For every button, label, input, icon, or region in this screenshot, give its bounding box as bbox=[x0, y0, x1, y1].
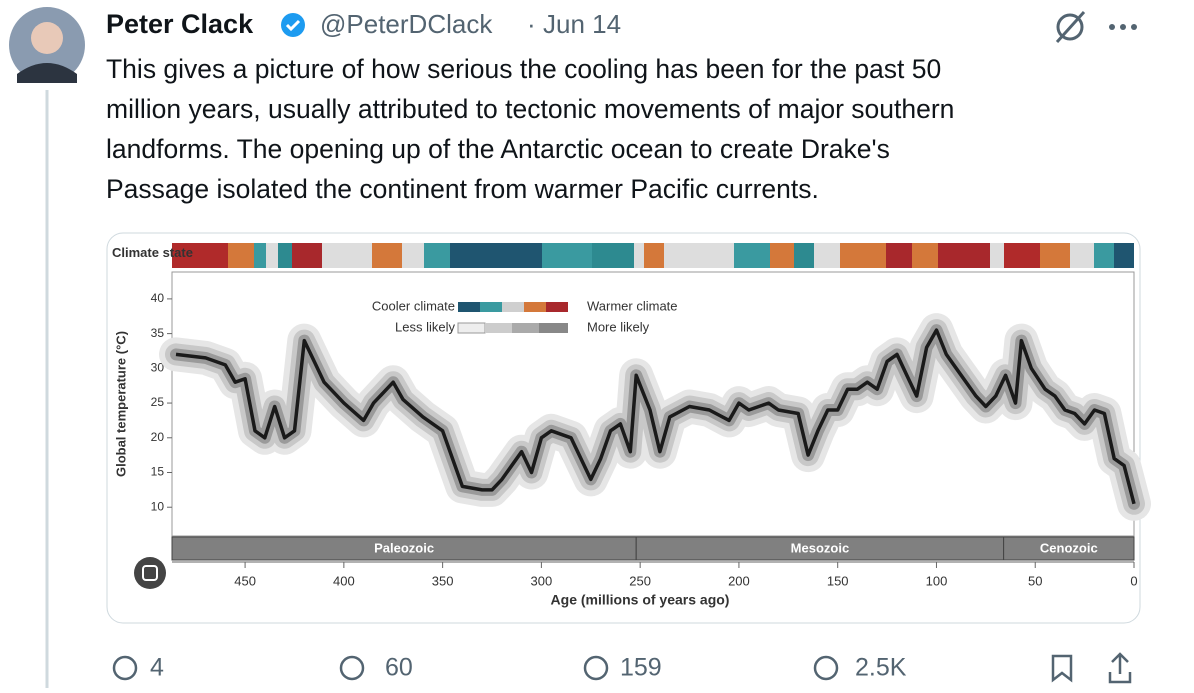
x-axis-label: Age (millions of years ago) bbox=[551, 592, 730, 608]
climate-state-text: Climate state bbox=[112, 245, 193, 260]
tweet-text-line: Passage isolated the continent from warm… bbox=[106, 174, 819, 204]
plot-frame bbox=[171, 271, 1135, 537]
reposts-count: 60 bbox=[385, 654, 413, 682]
x-tick-label: 350 bbox=[432, 573, 454, 588]
views-icon bbox=[813, 655, 839, 681]
separator: · bbox=[527, 9, 536, 39]
author-name[interactable]: Peter Clack bbox=[106, 9, 254, 39]
share-icon[interactable] bbox=[1108, 652, 1132, 684]
era-label: Cenozoic bbox=[1040, 540, 1098, 555]
y-tick-label: 40 bbox=[151, 291, 165, 305]
views-button[interactable]: 2.5K bbox=[813, 654, 907, 682]
replies-button[interactable]: 4 bbox=[112, 654, 164, 682]
x-tick-label: 450 bbox=[234, 573, 256, 588]
y-tick-label: 35 bbox=[151, 326, 165, 340]
y-tick-label: 20 bbox=[151, 430, 165, 444]
legend-more: More likely bbox=[587, 319, 650, 334]
climate-strip bbox=[172, 243, 1134, 268]
era-bar bbox=[1003, 536, 1135, 561]
replies-icon bbox=[112, 655, 138, 681]
era-label: Paleozoic bbox=[374, 540, 434, 555]
legend-cooler: Cooler climate bbox=[372, 298, 455, 313]
tweet-text-line: This gives a picture of how serious the … bbox=[106, 54, 941, 84]
likes-icon bbox=[583, 655, 609, 681]
reposts-icon bbox=[339, 655, 365, 681]
x-tick-label: 400 bbox=[333, 573, 355, 588]
bookmark-icon[interactable] bbox=[1051, 654, 1073, 683]
verified-check bbox=[285, 19, 301, 32]
y-tick-label: 10 bbox=[151, 499, 165, 513]
x-tick-label: 250 bbox=[629, 573, 651, 588]
x-tick-label: 50 bbox=[1028, 573, 1042, 588]
tweet-text-line: landforms. The opening up of the Antarct… bbox=[106, 134, 890, 164]
x-tick-label: 100 bbox=[926, 573, 948, 588]
views-count: 2.5K bbox=[855, 654, 907, 682]
reposts-button[interactable]: 60 bbox=[339, 654, 413, 682]
grok-icon[interactable] bbox=[1055, 10, 1086, 44]
legend: Cooler climate Warmer climate Less likel… bbox=[372, 298, 678, 334]
more-menu[interactable] bbox=[1109, 24, 1137, 30]
avatar-suit bbox=[17, 63, 77, 83]
replies-count: 4 bbox=[150, 654, 164, 682]
y-tick-label: 25 bbox=[151, 395, 165, 409]
climate-state-label: Climate state bbox=[112, 245, 193, 260]
x-tick-label: 300 bbox=[531, 573, 553, 588]
legend-less: Less likely bbox=[395, 319, 455, 334]
date[interactable]: Jun 14 bbox=[543, 9, 621, 39]
tweet-text-line: million years, usually attributed to tec… bbox=[106, 94, 954, 124]
avatar-face bbox=[31, 22, 63, 54]
likes-count: 159 bbox=[620, 654, 662, 682]
x-tick-label: 150 bbox=[827, 573, 849, 588]
image-text-button[interactable] bbox=[134, 557, 166, 589]
x-tick-label: 0 bbox=[1130, 573, 1137, 588]
x-tick-label: 200 bbox=[728, 573, 750, 588]
y-tick-label: 30 bbox=[151, 361, 165, 375]
likes-button[interactable]: 159 bbox=[583, 654, 662, 682]
y-tick-label: 15 bbox=[151, 465, 165, 479]
legend-warmer: Warmer climate bbox=[587, 298, 678, 313]
temperature-line bbox=[175, 328, 1136, 505]
y-axis-label: Global temperature (°C) bbox=[113, 331, 128, 477]
era-label: Mesozoic bbox=[791, 540, 850, 555]
handle[interactable]: @PeterDClack bbox=[320, 9, 493, 39]
